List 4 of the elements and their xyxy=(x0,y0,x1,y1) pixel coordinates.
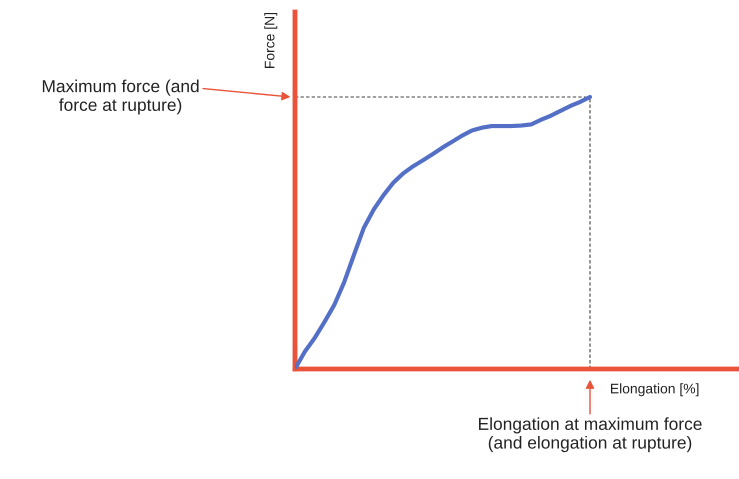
text: Elongation at maximum force (and elongation at rupture) xyxy=(479,417,702,452)
y-axis-title: Force [N] xyxy=(264,12,278,68)
ref-line-label: Maximum force (and force at rupture) xyxy=(42,80,199,114)
x-axis-title: Elongation [%] xyxy=(611,383,698,396)
